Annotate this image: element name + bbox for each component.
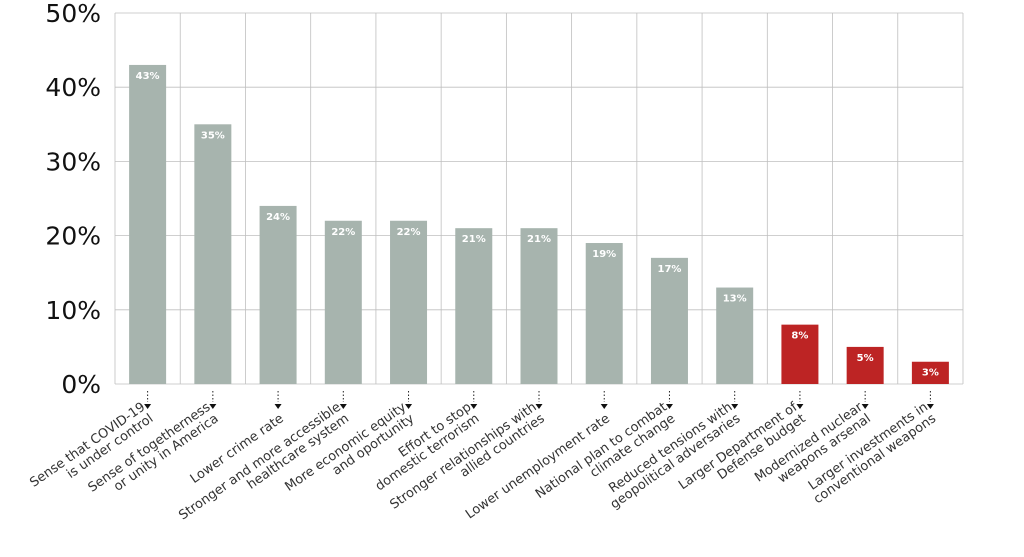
bar-value-label: 22% bbox=[331, 227, 355, 238]
bar-value-label: 21% bbox=[462, 234, 486, 245]
arrow-down-icon bbox=[796, 404, 804, 409]
bar-value-label: 19% bbox=[592, 249, 616, 260]
bar bbox=[520, 228, 558, 384]
y-tick-label: 40% bbox=[45, 73, 101, 102]
bar-value-label: 17% bbox=[657, 264, 681, 275]
arrow-down-icon bbox=[144, 404, 152, 409]
arrow-down-icon bbox=[274, 404, 282, 409]
arrow-down-icon bbox=[339, 404, 347, 409]
grid-lines bbox=[114, 12, 964, 385]
bar-value-label: 43% bbox=[136, 71, 160, 82]
bars: 43% 35% 24% 22% 22% 21% 21% 19% 17% 13% 8% 5% 3% bbox=[129, 64, 949, 385]
arrow-down-icon bbox=[535, 404, 543, 409]
category-markers bbox=[144, 391, 934, 409]
arrow-down-icon bbox=[405, 404, 413, 409]
y-tick-label: 10% bbox=[45, 296, 101, 325]
bar bbox=[129, 64, 167, 384]
arrow-down-icon bbox=[861, 404, 869, 409]
bar-value-label: 3% bbox=[922, 368, 939, 379]
bar-value-label: 24% bbox=[266, 212, 290, 223]
bar-value-label: 5% bbox=[857, 353, 874, 364]
arrow-down-icon bbox=[926, 404, 934, 409]
arrow-down-icon bbox=[209, 404, 217, 409]
bar bbox=[194, 124, 232, 385]
bar bbox=[324, 220, 362, 384]
bar-value-label: 35% bbox=[201, 130, 225, 141]
bar bbox=[585, 243, 623, 384]
bar bbox=[846, 346, 884, 384]
bar bbox=[259, 205, 297, 384]
arrow-down-icon bbox=[665, 404, 673, 409]
bar bbox=[650, 257, 688, 384]
bar-value-label: 22% bbox=[397, 227, 421, 238]
bar bbox=[390, 220, 428, 384]
bar-value-label: 13% bbox=[723, 294, 747, 305]
arrow-down-icon bbox=[731, 404, 739, 409]
bar bbox=[455, 228, 493, 384]
y-tick-label: 50% bbox=[45, 0, 101, 28]
y-tick-label: 30% bbox=[45, 147, 101, 176]
bar bbox=[911, 361, 949, 384]
arrow-down-icon bbox=[600, 404, 608, 409]
bar bbox=[716, 287, 754, 384]
bar bbox=[781, 324, 819, 384]
y-tick-label: 20% bbox=[45, 222, 101, 251]
y-axis: 0% 10% 20% 30% 40% 50% bbox=[45, 0, 101, 399]
y-tick-label: 0% bbox=[61, 370, 101, 399]
arrow-down-icon bbox=[470, 404, 478, 409]
bar-value-label: 21% bbox=[527, 234, 551, 245]
bar-value-label: 8% bbox=[791, 331, 808, 342]
